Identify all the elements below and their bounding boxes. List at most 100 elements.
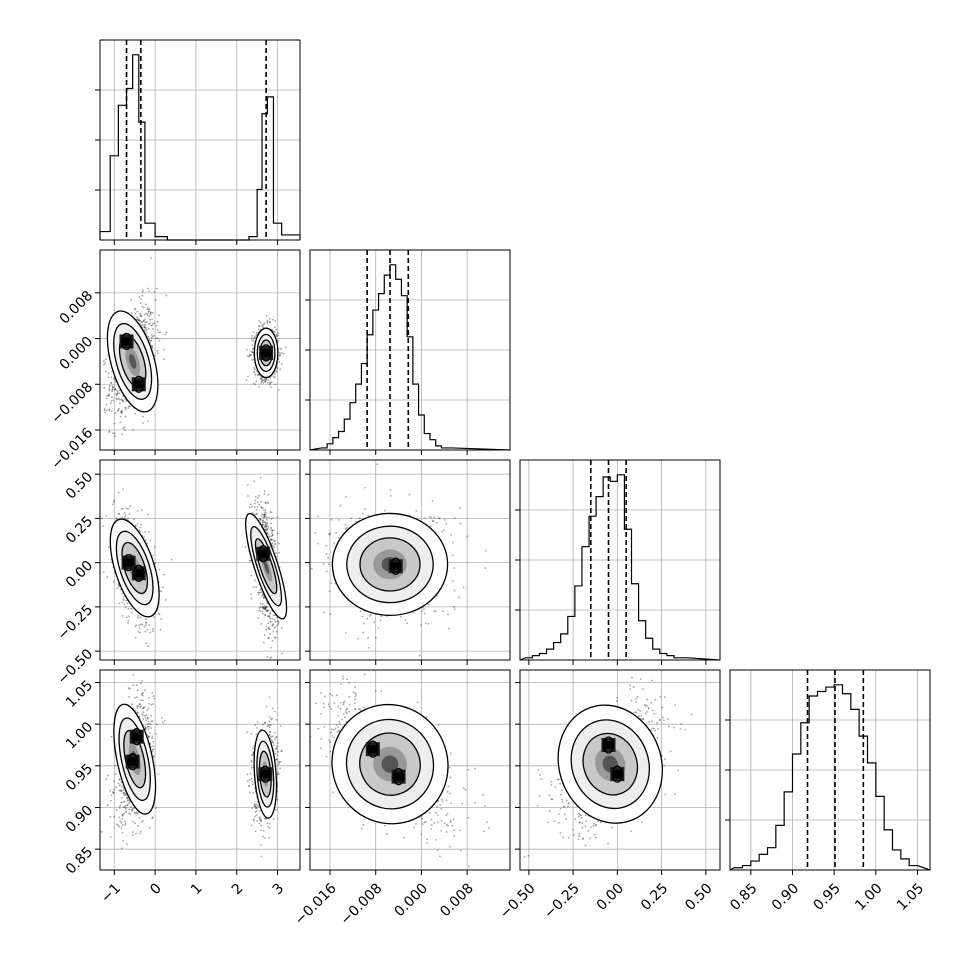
sample-point	[273, 627, 276, 629]
sample-point	[149, 732, 151, 734]
sample-point	[119, 789, 122, 792]
sample-point	[148, 315, 151, 318]
sample-point	[120, 801, 123, 804]
sample-point	[112, 791, 115, 794]
sample-point	[138, 627, 141, 629]
sample-point	[150, 336, 153, 339]
sample-point	[262, 607, 264, 610]
sample-point	[120, 827, 123, 829]
sample-point	[105, 370, 107, 373]
sample-point	[122, 488, 125, 491]
sample-point	[152, 748, 155, 751]
sample-point	[276, 366, 278, 369]
sample-point	[271, 529, 274, 532]
sample-point	[260, 623, 263, 625]
sample-point	[118, 407, 120, 410]
sample-point	[136, 707, 139, 709]
sample-point	[268, 723, 271, 726]
sample-point	[149, 322, 152, 325]
sample-point	[269, 620, 272, 623]
sample-point	[135, 684, 138, 687]
sample-point	[143, 326, 146, 329]
sample-point	[145, 714, 148, 717]
sample-point	[272, 614, 275, 617]
hist-frame	[519, 459, 721, 661]
sample-point	[108, 394, 110, 397]
sample-point	[148, 290, 150, 293]
sample-point	[273, 326, 276, 329]
sample-point	[116, 393, 119, 396]
sample-point	[111, 388, 114, 391]
sample-point	[258, 518, 261, 520]
sample-point	[125, 806, 128, 809]
sample-point	[278, 352, 281, 354]
contour-line	[260, 344, 272, 362]
sample-point	[116, 398, 118, 401]
sample-point	[267, 627, 270, 630]
sample-point	[271, 625, 274, 627]
sample-point	[140, 682, 142, 685]
sample-point	[103, 408, 106, 410]
sample-point	[160, 618, 163, 620]
sample-point	[114, 412, 117, 414]
sample-point	[125, 793, 128, 796]
contour-line	[115, 530, 154, 606]
sample-point	[277, 358, 280, 361]
density-peak-core	[134, 569, 143, 578]
density-panel-2-0	[95, 459, 301, 665]
sample-point	[142, 422, 144, 424]
sample-point	[127, 798, 130, 801]
sample-point	[137, 711, 139, 714]
sample-point	[170, 558, 173, 561]
sample-point	[275, 735, 278, 738]
sample-point	[124, 408, 127, 411]
sample-point	[251, 344, 254, 346]
sample-point	[276, 616, 278, 619]
sample-point	[264, 528, 267, 531]
sample-point	[252, 382, 255, 385]
sample-point	[114, 380, 117, 383]
sample-point	[264, 525, 267, 528]
sample-point	[144, 530, 147, 533]
sample-point	[128, 808, 131, 811]
sample-point	[258, 591, 261, 594]
sample-point	[277, 341, 280, 343]
sample-point	[270, 529, 273, 532]
sample-point	[112, 791, 114, 793]
sample-point	[140, 705, 142, 708]
sample-point	[112, 792, 115, 795]
sample-point	[146, 723, 149, 726]
sample-point	[139, 706, 141, 709]
sample-point	[140, 523, 142, 526]
hist-frame	[309, 249, 511, 451]
sample-point	[265, 529, 268, 532]
sample-point	[261, 515, 263, 518]
sample-point	[139, 631, 141, 634]
sample-point	[253, 506, 256, 508]
panel-frame	[99, 459, 301, 661]
sample-point	[138, 319, 140, 322]
sample-point	[102, 571, 105, 574]
sample-point	[120, 781, 123, 784]
contour-line	[250, 526, 283, 607]
sample-point	[257, 373, 259, 376]
sample-point	[122, 806, 125, 809]
sample-point	[124, 429, 126, 432]
sample-point	[122, 507, 124, 510]
sample-point	[268, 726, 271, 729]
sample-point	[114, 388, 117, 390]
sample-point	[280, 363, 283, 366]
sample-point	[141, 321, 144, 324]
sample-point	[114, 764, 117, 767]
sample-point	[150, 703, 153, 706]
sample-point	[273, 539, 276, 542]
sample-point	[149, 312, 152, 315]
sample-point	[271, 707, 274, 710]
sample-point	[267, 501, 270, 504]
sample-point	[268, 615, 271, 618]
sample-point	[267, 622, 270, 625]
sample-point	[123, 512, 126, 514]
sample-point	[164, 599, 167, 601]
sample-point	[153, 546, 156, 549]
sample-point	[252, 331, 255, 334]
